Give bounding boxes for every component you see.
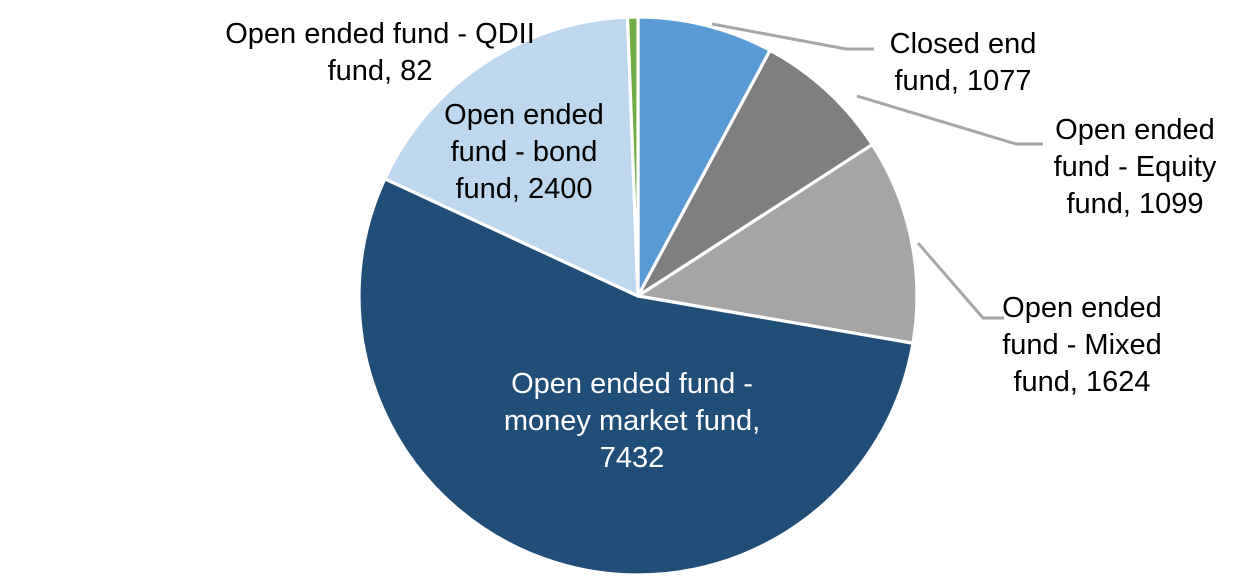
label-line: fund - bond xyxy=(450,136,598,168)
label-money-market-fund: Open ended fund - money market fund, 743… xyxy=(504,366,760,477)
label-bond-fund: Open ended fund - bond fund, 2400 xyxy=(444,97,604,208)
label-line: fund, 1624 xyxy=(1013,366,1151,398)
label-line: fund, 1077 xyxy=(894,65,1032,97)
leader-line xyxy=(916,242,1004,320)
label-line: 7432 xyxy=(599,442,665,474)
label-line: fund - Mixed xyxy=(1002,329,1162,361)
pie-slice-bond xyxy=(383,15,640,298)
label-line: Closed end xyxy=(889,28,1037,60)
label-line: Open ended xyxy=(444,99,604,131)
leader-line xyxy=(711,22,874,51)
pie-slice-mixed xyxy=(636,142,919,345)
label-line: fund - Equity xyxy=(1053,151,1217,183)
label-line: Open ended fund - QDII xyxy=(225,18,535,50)
label-line: fund, 1099 xyxy=(1066,188,1204,220)
pie-slice-qdii xyxy=(625,15,640,298)
label-line: fund, 2400 xyxy=(455,173,593,205)
pie-slice-equity xyxy=(636,48,874,298)
label-qdii-fund: Open ended fund - QDII fund, 82 xyxy=(225,16,535,90)
pie-slice-closed xyxy=(636,15,772,298)
pie-slice-money xyxy=(357,177,915,577)
label-line: Open ended fund - xyxy=(511,368,753,400)
label-closed-end-fund: Closed end fund, 1077 xyxy=(890,26,1037,100)
label-line: money market fund, xyxy=(503,405,761,437)
label-line: Open ended xyxy=(1055,114,1215,146)
leader-line xyxy=(856,94,1043,146)
label-line: fund, 82 xyxy=(327,55,433,87)
label-mixed-fund: Open ended fund - Mixed fund, 1624 xyxy=(1002,290,1162,401)
label-line: Open ended xyxy=(1002,292,1162,324)
label-equity-fund: Open ended fund - Equity fund, 1099 xyxy=(1054,112,1217,223)
